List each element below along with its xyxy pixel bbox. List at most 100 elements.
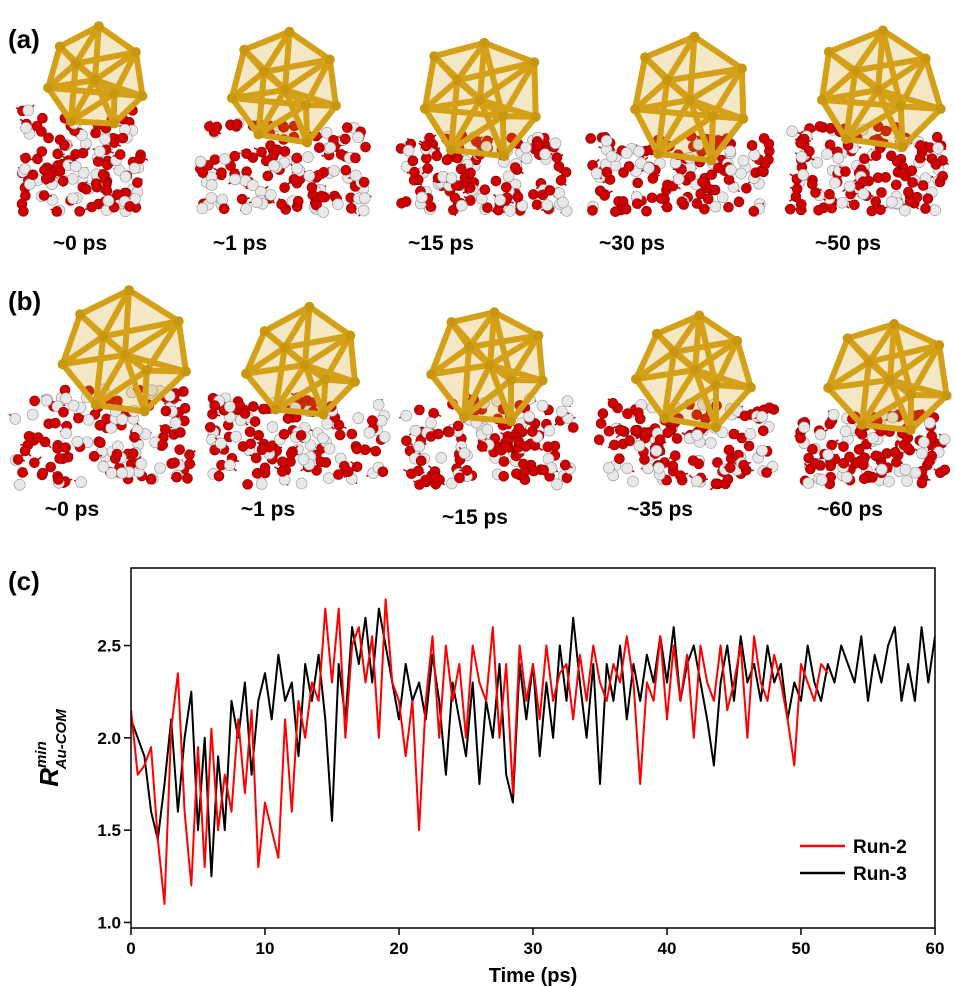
atom [99,133,111,146]
au-bond [228,69,267,102]
au-bond [100,318,182,340]
atom [116,413,129,426]
au-atom [479,37,490,48]
au-bond [858,421,914,434]
atom [134,153,146,165]
au-bond [132,49,146,100]
atom [29,395,40,407]
atom [807,443,818,455]
atom [605,150,618,163]
atom [69,160,82,173]
atom [67,192,79,205]
atom [728,428,740,440]
atom [531,199,543,211]
atom [857,176,869,187]
atom [205,192,218,204]
au-bond [818,96,904,110]
au-bond [255,131,311,146]
atom [911,191,923,203]
atom [829,177,841,189]
au-bond [654,77,671,157]
au-bond [477,59,538,103]
atom [219,153,231,165]
au-bond [825,335,851,391]
au-atom [823,382,834,393]
au-bond [671,312,703,355]
atom [229,173,241,186]
atom [633,407,644,419]
au-bond [302,332,354,368]
au-bond [825,377,893,391]
atom [832,152,845,164]
atom [822,448,834,461]
atom [320,457,332,468]
au-bond [466,332,542,350]
atom [128,162,141,175]
atom [19,163,31,175]
atom [218,203,230,215]
atom [431,472,442,483]
atom [317,206,330,218]
atom [785,203,796,215]
atom [45,461,57,473]
atom [709,184,721,196]
atom [557,196,569,209]
atom [101,185,113,197]
atom [54,453,65,464]
au-bond [428,362,493,378]
atom [821,148,833,160]
atom [209,400,221,411]
atom [50,417,61,429]
atom [461,465,473,476]
au-bond [282,56,333,93]
au-atom [137,91,148,102]
atom [304,439,317,451]
au-bond [448,77,461,153]
au-bond [59,361,99,408]
atom [402,144,415,157]
atom [669,450,681,462]
atom [197,167,209,178]
au-bond [664,65,745,84]
x-tick-label: 30 [524,939,543,958]
atom [342,122,353,133]
au-bond [454,59,538,84]
au-bond [92,352,128,408]
atom [38,190,50,201]
au-bond [691,33,745,72]
atom [20,190,31,202]
au-atom [226,93,237,104]
au-bond [141,367,150,415]
atom [323,442,336,455]
atom [435,452,448,464]
au-bond [261,28,293,75]
au-bond [687,65,745,103]
au-bond [261,56,333,75]
atom [930,159,942,170]
au-bond [326,56,339,109]
au-bond [461,362,493,421]
atom [26,408,39,421]
atom [697,176,708,188]
atom [797,168,810,181]
atom [352,412,365,424]
atom [37,112,48,124]
au-bond [501,113,539,160]
atom [917,180,929,191]
au-atom [241,368,252,379]
atom [114,149,126,160]
atom [699,203,710,215]
atom [518,458,529,470]
atom [174,444,185,455]
atom [22,104,35,117]
atom [926,431,938,442]
au-atom [506,375,516,385]
atom [804,145,815,157]
au-bond [632,106,661,157]
atom [746,140,758,151]
atom [441,154,453,166]
au-bond [428,371,468,421]
atom [744,428,757,440]
au-atom [57,359,68,370]
atom [501,441,512,453]
